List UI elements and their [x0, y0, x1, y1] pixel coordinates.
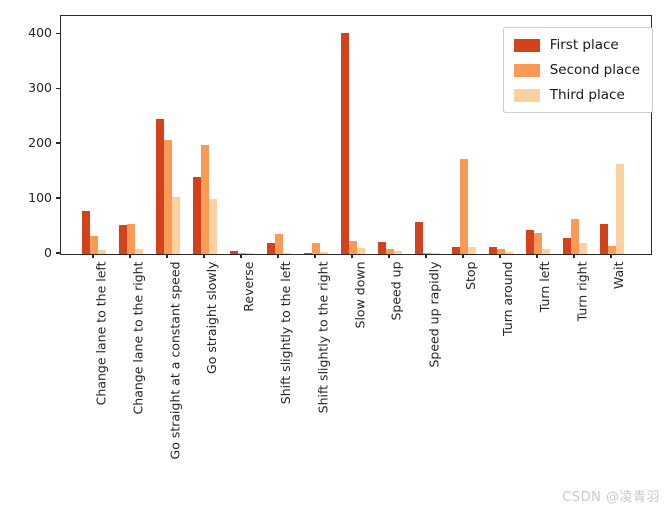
- bar: [570, 219, 579, 254]
- bar: [451, 247, 460, 254]
- bar: [155, 119, 164, 254]
- x-tick-mark: [166, 254, 168, 259]
- y-tick-label: 300: [28, 80, 52, 96]
- y-tick-mark: [56, 32, 60, 34]
- bar: [533, 233, 542, 254]
- bar: [340, 32, 349, 254]
- bar: [422, 253, 431, 254]
- x-category-label: Slow down: [352, 261, 367, 329]
- bar: [459, 159, 468, 254]
- bar: [163, 139, 172, 254]
- x-tick-mark: [351, 254, 353, 259]
- x-category-label: Change lane to the left: [93, 261, 108, 406]
- x-category-label: Turn around: [500, 261, 515, 336]
- x-tick-mark: [573, 254, 575, 259]
- x-category-label: Turn left: [537, 261, 552, 313]
- bar: [229, 251, 238, 254]
- x-category-label: Stop: [463, 261, 478, 290]
- x-tick-mark: [425, 254, 427, 259]
- x-category-label: Go straight slowly: [204, 261, 219, 374]
- bar: [311, 243, 320, 254]
- legend-item-third-place: Third place: [513, 87, 640, 103]
- legend-label: Third place: [549, 87, 625, 103]
- bar: [126, 223, 135, 254]
- y-tick-mark: [56, 142, 60, 144]
- y-tick-label: 100: [28, 190, 52, 206]
- y-tick-mark: [56, 87, 60, 89]
- bar: [245, 253, 254, 254]
- watermark: CSDN @凌青羽: [562, 490, 660, 505]
- x-tick-mark: [129, 254, 131, 259]
- x-category-label: Speed up: [389, 261, 404, 321]
- y-tick-mark: [56, 252, 60, 254]
- x-tick-mark: [536, 254, 538, 259]
- third-place-swatch-icon: [513, 88, 540, 102]
- bar: [200, 144, 209, 254]
- y-tick-label: 400: [28, 25, 52, 41]
- bar: [274, 234, 283, 254]
- bar: [319, 251, 328, 254]
- bar: [504, 251, 513, 254]
- bar: [282, 252, 291, 254]
- x-category-label: Shift slightly to the left: [278, 261, 293, 405]
- bar: [414, 222, 423, 254]
- bar: [89, 235, 98, 254]
- bar: [541, 249, 550, 254]
- bar: [607, 245, 616, 254]
- bar: [599, 223, 608, 254]
- bar: [562, 238, 571, 254]
- x-tick-mark: [610, 254, 612, 259]
- legend-label: Second place: [549, 62, 640, 78]
- bar: [134, 248, 143, 254]
- bar: [578, 243, 587, 254]
- bar: [615, 164, 624, 254]
- x-tick-mark: [462, 254, 464, 259]
- y-tick-label: 200: [28, 135, 52, 151]
- bar: [525, 229, 534, 254]
- bar: [118, 225, 127, 254]
- bar: [171, 196, 180, 254]
- bar: [81, 211, 90, 254]
- bar: [430, 253, 439, 254]
- bar: [496, 249, 505, 254]
- x-tick-mark: [203, 254, 205, 259]
- first-place-swatch-icon: [513, 38, 540, 52]
- legend-label: First place: [549, 37, 619, 53]
- legend: First place Second place Third place: [502, 27, 653, 113]
- bar: [237, 252, 246, 254]
- bar: [303, 253, 312, 254]
- x-tick-mark: [499, 254, 501, 259]
- bar: [192, 177, 201, 254]
- x-category-label: Speed up rapidly: [426, 261, 441, 368]
- y-tick-mark: [56, 197, 60, 199]
- bar: [348, 241, 357, 254]
- x-category-label: Wait: [611, 261, 626, 290]
- bar: [377, 241, 386, 254]
- x-tick-mark: [388, 254, 390, 259]
- bar: [385, 248, 394, 254]
- legend-item-second-place: Second place: [513, 62, 640, 78]
- x-tick-mark: [92, 254, 94, 259]
- x-category-label: Change lane to the right: [130, 261, 145, 415]
- second-place-swatch-icon: [513, 63, 540, 77]
- x-category-label: Turn right: [574, 261, 589, 322]
- y-tick-label: 0: [44, 245, 52, 260]
- bar: [356, 247, 365, 254]
- x-category-label: Reverse: [241, 261, 256, 312]
- bar: [488, 247, 497, 254]
- bar: [393, 251, 402, 254]
- legend-item-first-place: First place: [513, 37, 640, 53]
- bar: [266, 243, 275, 254]
- x-category-label: Shift slightly to the right: [315, 261, 330, 414]
- x-tick-mark: [240, 254, 242, 259]
- bar: [97, 249, 106, 254]
- bar: [467, 247, 476, 254]
- bar: [208, 198, 217, 254]
- x-tick-mark: [277, 254, 279, 259]
- x-category-label: Go straight at a constant speed: [167, 261, 182, 460]
- x-tick-mark: [314, 254, 316, 259]
